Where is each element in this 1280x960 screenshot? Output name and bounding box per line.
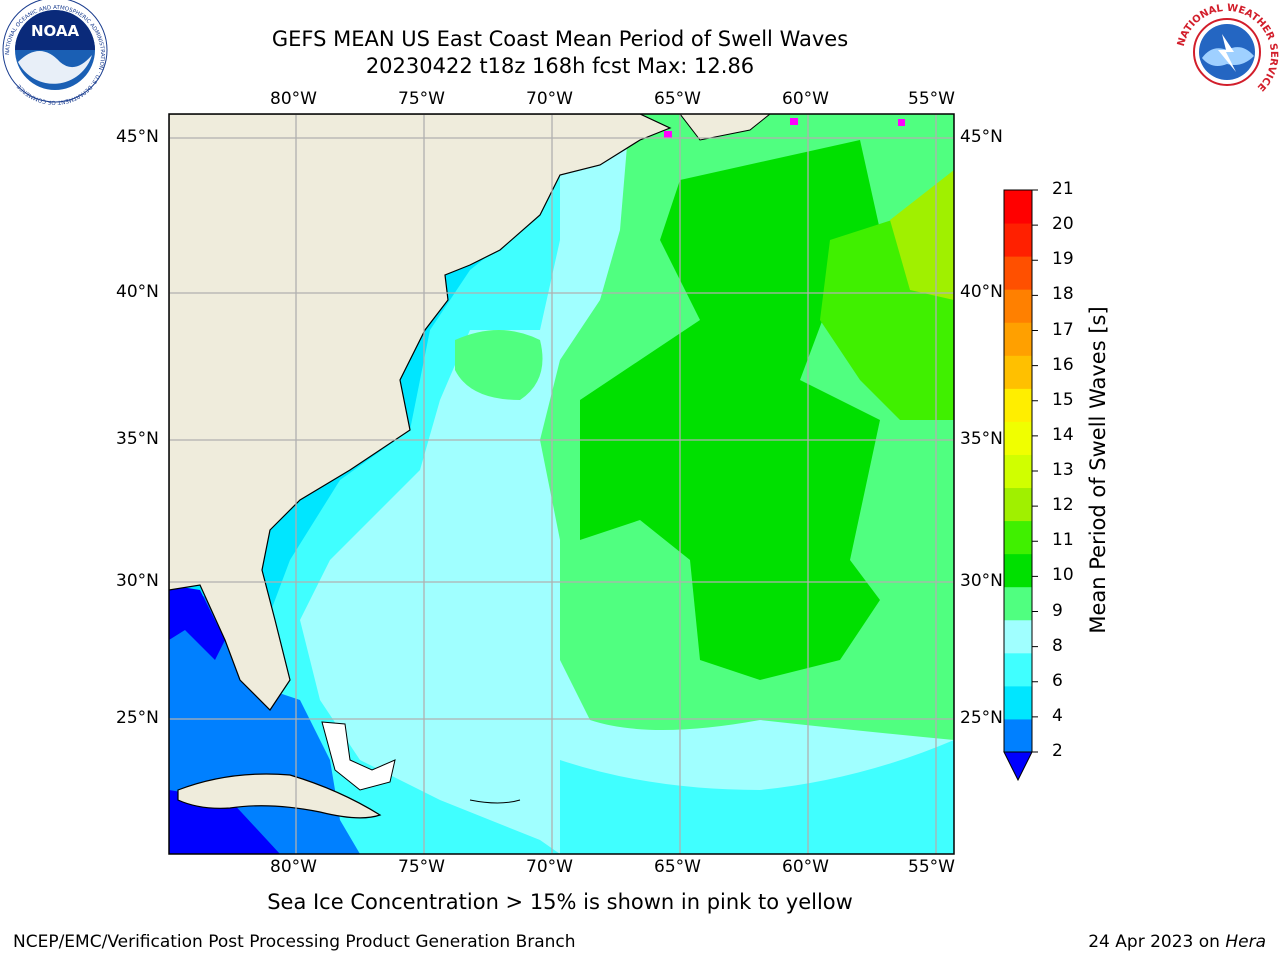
colorbar-segment xyxy=(1004,355,1032,389)
field-6-8 xyxy=(169,114,560,854)
colorbar-segment xyxy=(1004,553,1032,588)
lon-label-top: 55°W xyxy=(908,89,955,109)
lon-label-bottom: 70°W xyxy=(526,857,573,877)
colorbar-tick-label: 2 xyxy=(1052,741,1063,761)
colorbar-segment xyxy=(1004,619,1032,654)
colorbar-segment xyxy=(1004,586,1032,621)
land-bahamas xyxy=(321,721,396,791)
footer-date: 24 Apr 2023 on Hera xyxy=(1088,932,1266,952)
lat-label-left: 40°N xyxy=(116,282,159,302)
colorbar-tick-label: 8 xyxy=(1052,635,1063,656)
colorbar-frame xyxy=(1003,189,1033,753)
field-below-2 xyxy=(169,585,280,854)
noaa-logo-text: NOAA xyxy=(31,22,80,40)
colorbar-tick-label: 20 xyxy=(1052,214,1074,235)
lon-label-bottom: 60°W xyxy=(782,857,829,877)
colorbar-tick-label: 13 xyxy=(1052,460,1074,480)
lon-label-bottom: 80°W xyxy=(270,857,317,877)
land-cuba xyxy=(177,773,382,819)
colorbar-segment xyxy=(1004,454,1032,489)
sea-ice-speck xyxy=(898,119,905,126)
field-2-4 xyxy=(169,585,360,854)
colorbar-tick-label: 6 xyxy=(1052,670,1063,691)
chart-title: GEFS MEAN US East Coast Mean Period of S… xyxy=(271,27,849,51)
lat-label-left: 25°N xyxy=(116,708,159,728)
colorbar-tick-label: 10 xyxy=(1052,565,1074,586)
land-north-america xyxy=(169,114,672,711)
colorbar-tick-label: 15 xyxy=(1052,389,1074,410)
colorbar-segment xyxy=(1004,289,1032,323)
field-10-11 xyxy=(580,140,880,680)
noaa-logo: NOAA NATIONAL OCEANIC AND ATMOSPHERIC AD… xyxy=(2,0,108,105)
lon-label-top: 75°W xyxy=(398,89,445,109)
colorbar-segment xyxy=(1004,487,1032,522)
colorbar-tick-label: 17 xyxy=(1052,319,1074,340)
lon-label-top: 70°W xyxy=(526,89,573,109)
field-4-6 xyxy=(169,114,560,640)
lat-label-right: 35°N xyxy=(960,429,1003,449)
colorbar-segment xyxy=(1004,256,1032,290)
lon-label-bottom: 75°W xyxy=(398,857,445,877)
colorbar-tick-label: 16 xyxy=(1052,354,1074,375)
colorbar-tick-label: 14 xyxy=(1052,424,1074,445)
colorbar-segment xyxy=(1004,685,1032,720)
land-hispaniola xyxy=(469,799,521,804)
field-8-9 xyxy=(169,114,954,854)
map-field xyxy=(169,114,954,854)
colorbar-segment xyxy=(1004,652,1032,687)
colorbar-segment xyxy=(1004,190,1032,224)
colorbar-tick-label: 19 xyxy=(1052,249,1074,270)
field-9-10 xyxy=(540,114,954,740)
lon-label-top: 80°W xyxy=(270,89,317,109)
colorbar-label: Mean Period of Swell Waves [s] xyxy=(1086,306,1110,634)
colorbar-segment xyxy=(1004,718,1032,753)
colorbar-tick-label: 4 xyxy=(1052,705,1063,726)
field-11-12 xyxy=(820,200,954,420)
lat-label-left: 45°N xyxy=(116,127,159,147)
colorbar-tick-label: 12 xyxy=(1052,495,1074,516)
chart-subtitle: 20230422 t18z 168h fcst Max: 12.86 xyxy=(365,54,755,78)
field-9-10-patch xyxy=(455,330,543,400)
colorbar-tick-label: 18 xyxy=(1052,284,1074,305)
sea-ice-speck xyxy=(664,131,672,138)
colorbar-segment xyxy=(1004,322,1032,356)
footer-date-text: 24 Apr 2023 on xyxy=(1088,932,1226,952)
footer-branch: NCEP/EMC/Verification Post Processing Pr… xyxy=(13,932,576,952)
sea-ice-note: Sea Ice Concentration > 15% is shown in … xyxy=(267,890,853,914)
lat-label-right: 30°N xyxy=(960,571,1003,591)
field-6-8-south xyxy=(560,740,954,854)
land-canada-maritimes xyxy=(679,114,771,141)
lon-label-top: 60°W xyxy=(782,89,829,109)
lat-label-right: 25°N xyxy=(960,708,1003,728)
gridlines xyxy=(169,114,954,854)
lon-label-bottom: 55°W xyxy=(908,857,955,877)
colorbar-segment xyxy=(1004,421,1032,455)
colorbar-tick-label: 21 xyxy=(1052,179,1074,199)
colorbar-extend-arrow xyxy=(1003,751,1033,782)
colorbar-tick-label: 11 xyxy=(1052,530,1074,551)
nws-logo: NATIONAL WEATHER SERVICE xyxy=(1176,2,1279,102)
lon-label-top: 65°W xyxy=(654,89,701,109)
field-12-13 xyxy=(890,170,954,300)
colorbar xyxy=(1003,189,1038,782)
sea-ice-speck xyxy=(790,118,798,125)
colorbar-tick-label: 9 xyxy=(1052,600,1063,621)
colorbar-segment xyxy=(1004,223,1032,257)
footer-host: Hera xyxy=(1225,932,1266,952)
lat-label-right: 45°N xyxy=(960,127,1003,147)
map-frame xyxy=(168,113,955,855)
lat-label-left: 35°N xyxy=(116,429,159,449)
colorbar-segment xyxy=(1004,520,1032,555)
lat-label-left: 30°N xyxy=(116,571,159,591)
colorbar-segment xyxy=(1004,388,1032,422)
lat-label-right: 40°N xyxy=(960,282,1003,302)
lon-label-bottom: 65°W xyxy=(654,857,701,877)
